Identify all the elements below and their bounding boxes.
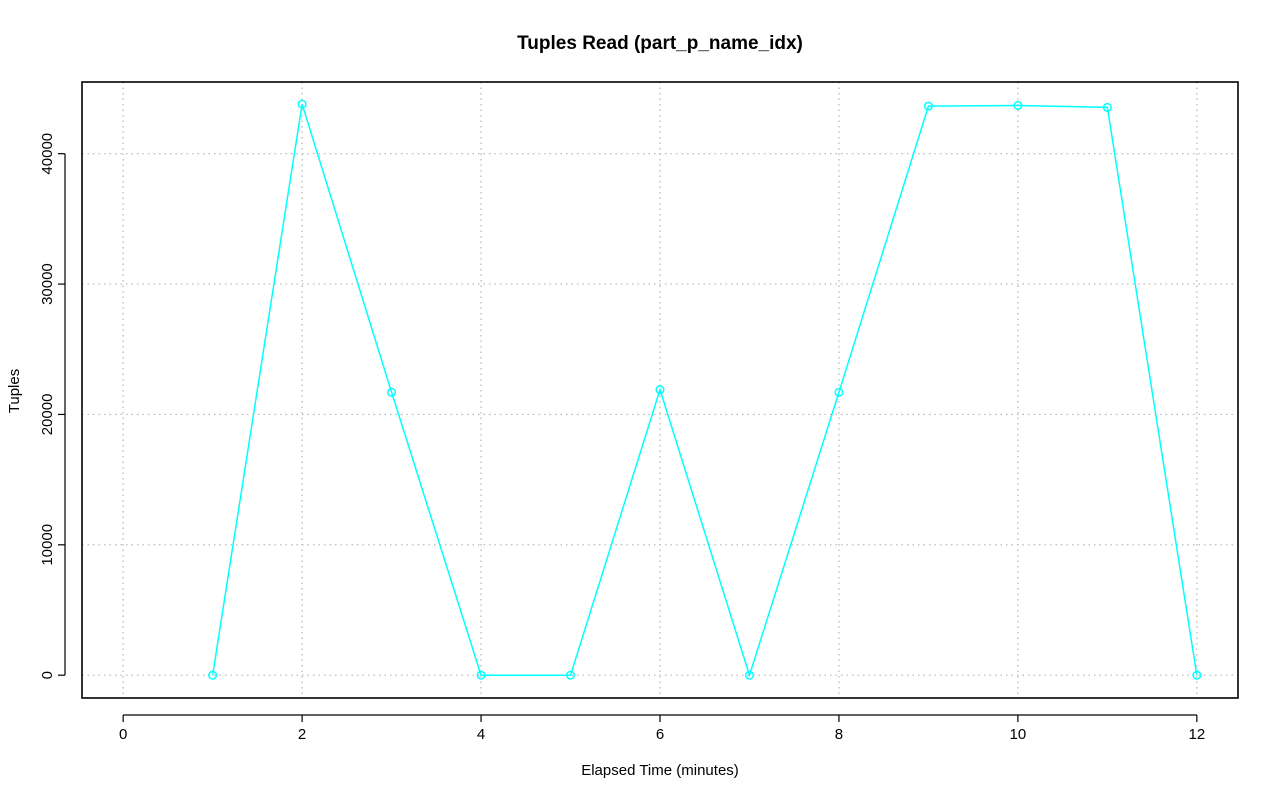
x-tick-label: 10: [1010, 726, 1027, 743]
data-point: [1192, 670, 1202, 680]
plot-frame: [81, 81, 1239, 699]
x-tick-label: 6: [656, 726, 664, 743]
data-point: [476, 670, 486, 680]
data-point: [565, 670, 576, 680]
y-tick-label: 20000: [39, 394, 56, 436]
y-tick-label: 40000: [39, 133, 56, 175]
data-point: [655, 385, 665, 395]
x-tick-label: 12: [1188, 726, 1205, 743]
data-point: [923, 101, 933, 111]
data-point: [387, 387, 397, 397]
x-tick-label: 4: [477, 726, 485, 743]
x-axis: 0 2 4 6 8 10 12: [119, 714, 1205, 743]
y-tick-label: 0: [39, 671, 56, 679]
data-point: [208, 670, 218, 680]
y-axis: 0 10000 20000 30000 40000: [39, 133, 66, 679]
y-tick-label: 10000: [39, 524, 56, 566]
chart-title: Tuples Read (part_p_name_idx): [517, 33, 803, 54]
x-tick-label: 0: [119, 726, 127, 743]
data-point: [1102, 102, 1112, 112]
data-point: [1013, 100, 1023, 111]
y-axis-label: Tuples: [6, 369, 23, 413]
series-layer: [208, 99, 1202, 680]
data-point: [297, 99, 307, 109]
series-line: [211, 103, 1198, 678]
x-axis-label: Elapsed Time (minutes): [581, 762, 739, 779]
y-tick-label: 30000: [39, 263, 56, 305]
data-point: [744, 670, 755, 680]
data-point: [834, 387, 844, 397]
x-tick-label: 8: [835, 726, 843, 743]
x-tick-label: 2: [298, 726, 306, 743]
